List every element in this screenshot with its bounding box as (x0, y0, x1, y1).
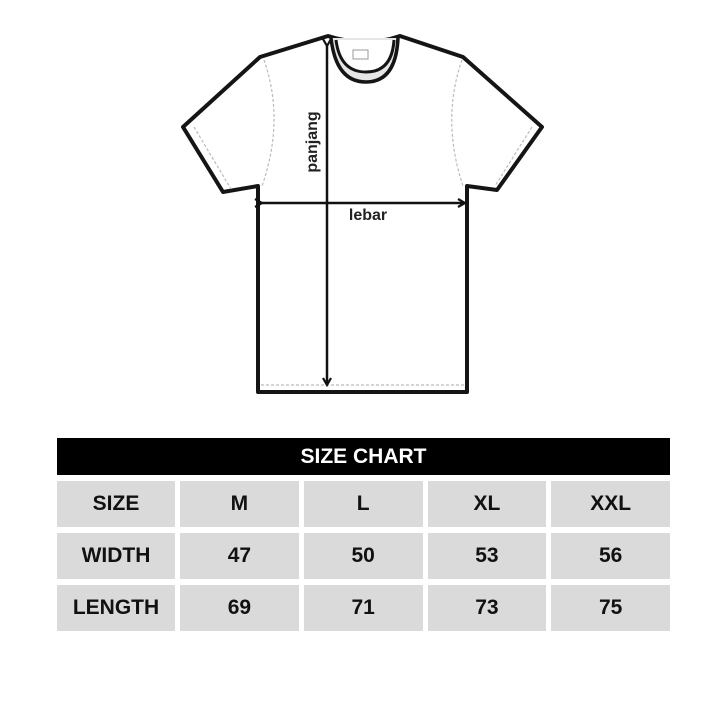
width-label: lebar (349, 207, 387, 224)
table-cell: 75 (551, 585, 670, 631)
table-cell: M (180, 481, 299, 527)
table-cell: 50 (303, 533, 423, 579)
table-cell: 73 (427, 585, 547, 631)
table-cell: XXL (551, 481, 670, 527)
table-row: WIDTH 47 50 53 56 (57, 533, 670, 579)
row-label: LENGTH (57, 585, 175, 631)
row-label: SIZE (57, 481, 175, 527)
table-row: SIZE M L XL XXL (57, 481, 670, 527)
tshirt-outline (181, 34, 544, 394)
tshirt-diagram: panjang lebar (181, 34, 544, 394)
table-cell: L (303, 481, 423, 527)
row-label: WIDTH (57, 533, 175, 579)
length-label: panjang (304, 111, 321, 172)
table-cell: 71 (303, 585, 423, 631)
size-chart-table: SIZE CHART SIZE M L XL XXL WIDTH 47 50 5… (57, 438, 670, 631)
table-row: LENGTH 69 71 73 75 (57, 585, 670, 631)
table-cell: 56 (551, 533, 670, 579)
table-cell: XL (427, 481, 547, 527)
table-title: SIZE CHART (57, 438, 670, 475)
table-cell: 47 (180, 533, 299, 579)
table-cell: 69 (180, 585, 299, 631)
table-cell: 53 (427, 533, 547, 579)
